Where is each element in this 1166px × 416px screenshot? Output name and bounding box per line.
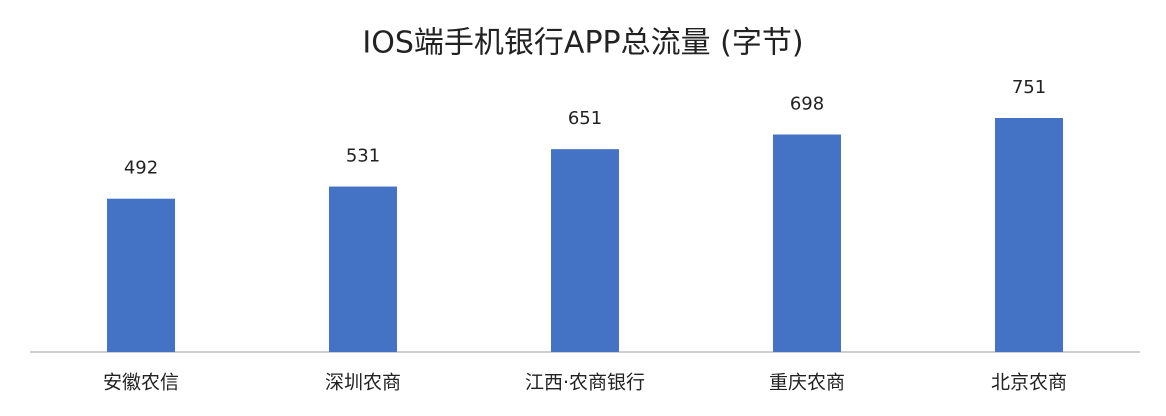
value-label: 698 xyxy=(790,94,824,115)
bar xyxy=(995,118,1063,352)
bar xyxy=(773,134,841,352)
x-tick-label: 安徽农信 xyxy=(103,372,179,394)
x-tick-label: 江西·农商银行 xyxy=(525,372,645,394)
value-label: 531 xyxy=(346,146,380,167)
bar xyxy=(551,149,619,352)
value-label: 751 xyxy=(1012,77,1046,98)
value-label: 492 xyxy=(124,158,158,179)
bar xyxy=(329,186,397,352)
x-tick-label: 北京农商 xyxy=(991,372,1067,394)
x-tick-label: 重庆农商 xyxy=(769,372,845,394)
value-label: 651 xyxy=(568,108,602,129)
bar xyxy=(107,198,175,352)
x-tick-label: 深圳农商 xyxy=(325,372,401,394)
chart-title: IOS端手机银行APP总流量 (字节) xyxy=(362,26,803,61)
